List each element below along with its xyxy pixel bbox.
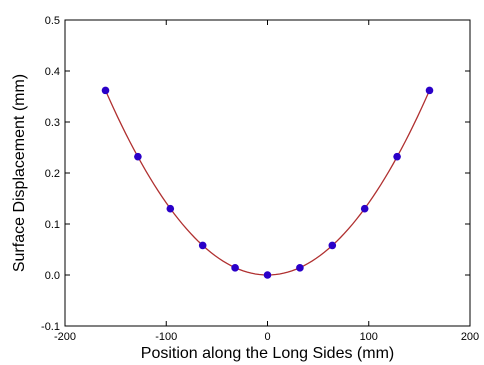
data-point xyxy=(198,241,207,250)
y-axis-ticks: -0.1 0.0 0.1 0.2 0.3 0.4 0.5 xyxy=(41,15,470,333)
y-axis-label: Surface Displacement (mm) xyxy=(11,74,28,272)
data-point xyxy=(263,271,272,279)
x-tick-label: 200 xyxy=(461,331,479,343)
data-point xyxy=(328,241,337,250)
y-tick-label: 0.3 xyxy=(45,117,60,129)
data-point xyxy=(231,264,239,272)
y-tick-label: 0.4 xyxy=(45,66,60,78)
plot-frame xyxy=(64,19,471,327)
data-point xyxy=(425,86,434,95)
data-point xyxy=(101,86,110,95)
y-tick-label: 0.5 xyxy=(45,15,60,27)
y-tick-label: 0.2 xyxy=(45,168,60,180)
x-tick-label: 100 xyxy=(360,331,378,343)
data-points-layer xyxy=(101,86,434,279)
data-point xyxy=(393,152,401,161)
y-tick-label: 0.1 xyxy=(45,219,60,231)
data-point xyxy=(166,204,175,213)
x-tick-label: -100 xyxy=(155,331,177,343)
fit-curve-layer xyxy=(104,90,431,276)
data-point xyxy=(134,152,142,161)
x-axis-label: Position along the Long Sides (mm) xyxy=(141,345,394,362)
x-tick-label: -200 xyxy=(54,331,76,343)
fit-curve-line xyxy=(104,90,431,276)
y-tick-label: 0.0 xyxy=(45,270,60,282)
x-axis-ticks: -200 -100 0 100 200 xyxy=(54,20,479,343)
data-point xyxy=(296,264,304,272)
y-tick-label: -0.1 xyxy=(41,321,60,333)
data-point xyxy=(360,204,369,213)
x-tick-label: 0 xyxy=(264,331,270,343)
